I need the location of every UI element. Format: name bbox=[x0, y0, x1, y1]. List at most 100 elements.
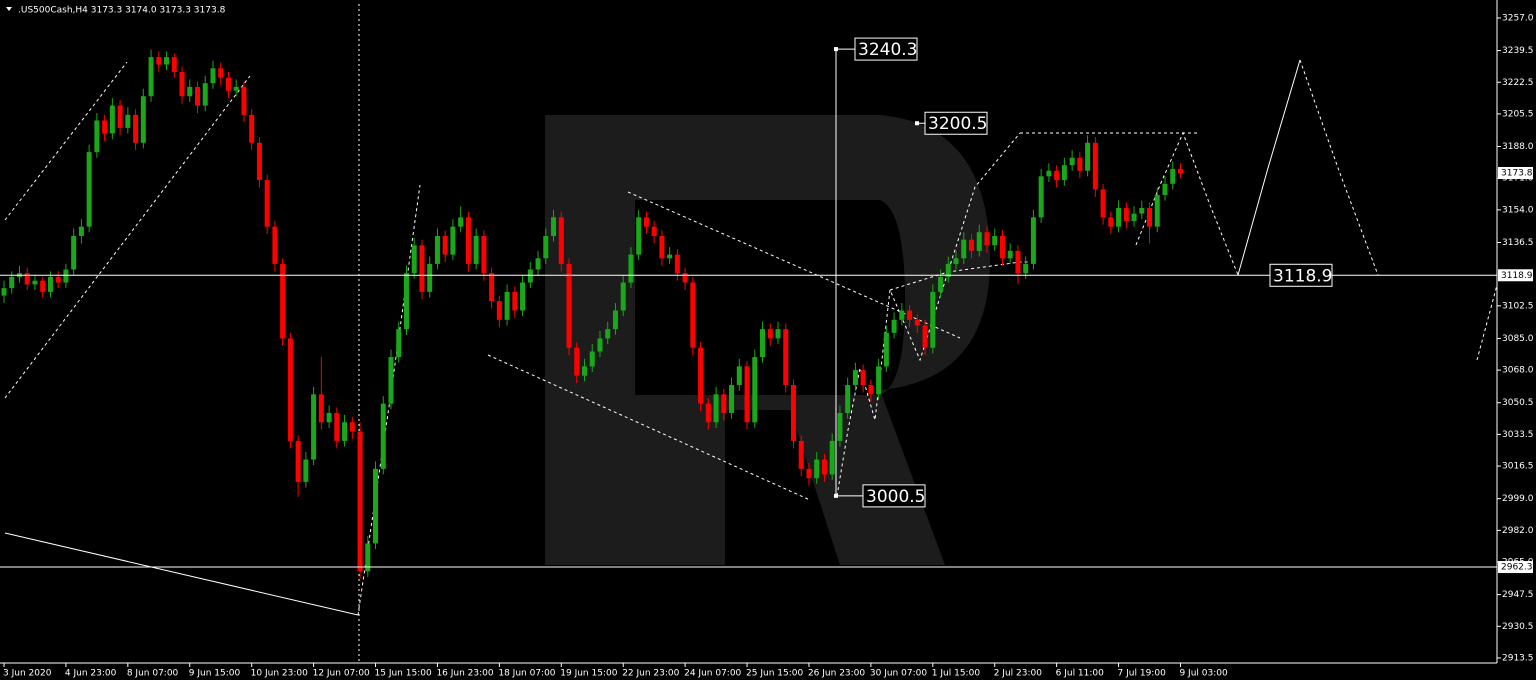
candle-body bbox=[775, 329, 781, 339]
candle-body bbox=[403, 273, 409, 330]
watermark bbox=[545, 115, 990, 565]
x-tick-label: 30 Jun 07:00 bbox=[870, 669, 927, 679]
candle-body bbox=[976, 232, 982, 251]
candle-body bbox=[47, 276, 53, 292]
candle-body bbox=[969, 239, 974, 251]
candle-body bbox=[961, 239, 967, 259]
candle-body bbox=[125, 114, 131, 128]
candle-body bbox=[721, 394, 727, 413]
y-tick-label: 3085.0 bbox=[1502, 334, 1534, 344]
candle-body bbox=[798, 440, 804, 469]
candle-body bbox=[852, 370, 858, 386]
candle-body bbox=[342, 422, 348, 441]
price-label-box bbox=[1498, 166, 1533, 179]
candle-body bbox=[434, 235, 440, 264]
candle-body bbox=[117, 105, 123, 128]
x-tick-label: 2 Jul 23:00 bbox=[994, 669, 1043, 679]
candle-body bbox=[945, 263, 951, 277]
candle-body bbox=[272, 226, 278, 264]
candle-body bbox=[713, 394, 719, 423]
x-tick-label: 4 Jun 23:00 bbox=[65, 669, 117, 679]
candle-body bbox=[543, 235, 549, 259]
candle-body bbox=[520, 282, 526, 311]
candle-body bbox=[752, 357, 758, 423]
candle-body bbox=[287, 338, 293, 441]
candle-body bbox=[388, 357, 394, 404]
candle-body bbox=[837, 412, 843, 441]
y-tick-label: 3068.0 bbox=[1502, 366, 1534, 376]
candle-body bbox=[303, 459, 309, 482]
x-tick-label: 16 Jun 23:00 bbox=[436, 669, 493, 679]
candle-body bbox=[999, 235, 1005, 259]
candle-body bbox=[326, 412, 332, 423]
candle-body bbox=[891, 319, 897, 333]
candle-body bbox=[922, 325, 928, 348]
annotation-label: 3000.5 bbox=[866, 487, 925, 507]
candle-body bbox=[1100, 189, 1106, 218]
candle-body bbox=[334, 412, 340, 441]
candle-body bbox=[450, 226, 456, 255]
annotation-label: 3240.3 bbox=[858, 40, 917, 60]
candle-body bbox=[256, 142, 262, 181]
candle-body bbox=[1069, 157, 1075, 166]
y-tick-label: 3102.5 bbox=[1502, 301, 1534, 311]
candle-body bbox=[373, 468, 379, 544]
x-tick-label: 9 Jun 15:00 bbox=[189, 669, 241, 679]
candle-body bbox=[551, 217, 557, 236]
annotation-box bbox=[862, 484, 926, 508]
candle-body bbox=[427, 263, 433, 292]
candle-body bbox=[1092, 142, 1098, 190]
level-box-label: 3118.9 bbox=[1273, 266, 1332, 286]
y-tick-label: 3050.5 bbox=[1502, 398, 1534, 408]
candle-body bbox=[264, 180, 270, 227]
level-box bbox=[1269, 263, 1333, 287]
candle-body bbox=[380, 403, 386, 469]
candle-body bbox=[876, 366, 882, 395]
candle-body bbox=[1170, 168, 1176, 184]
candle-body bbox=[814, 459, 820, 479]
y-tick-label: 2947.5 bbox=[1502, 590, 1534, 600]
candle-body bbox=[473, 235, 479, 264]
candle-body bbox=[78, 226, 84, 236]
level-label-box bbox=[1498, 269, 1533, 282]
y-tick-label: 3239.5 bbox=[1502, 46, 1534, 56]
candle-body bbox=[1147, 208, 1153, 227]
price-label: 3173.8 bbox=[1501, 168, 1533, 178]
candle-body bbox=[187, 86, 193, 97]
candle-body bbox=[1139, 208, 1145, 214]
chart-header: .US500Cash,H4 3173.3 3174.0 3173.3 3173.… bbox=[18, 6, 226, 16]
candle-body bbox=[465, 217, 471, 264]
y-tick-label: 3205.5 bbox=[1502, 109, 1534, 119]
candle-body bbox=[914, 319, 920, 326]
candle-body bbox=[760, 329, 766, 358]
y-tick-label: 3033.5 bbox=[1502, 430, 1534, 440]
candle-body bbox=[40, 280, 46, 292]
menu-arrow[interactable] bbox=[6, 7, 12, 11]
candle-body bbox=[783, 329, 789, 386]
candle-body bbox=[442, 235, 448, 255]
candle-body bbox=[148, 57, 154, 97]
candle-body bbox=[311, 394, 317, 460]
candle-body bbox=[574, 347, 580, 376]
candle-body bbox=[233, 86, 239, 91]
candle-body bbox=[659, 235, 665, 259]
candle-body bbox=[1123, 208, 1129, 222]
x-tick-label: 26 Jun 23:00 bbox=[808, 669, 865, 679]
candle-body bbox=[527, 269, 533, 283]
level-label: 2962.3 bbox=[1501, 563, 1533, 573]
candle-body bbox=[821, 459, 827, 475]
candle-body bbox=[790, 385, 796, 441]
candle-body bbox=[295, 440, 301, 482]
candle-body bbox=[179, 72, 185, 97]
x-tick-label: 8 Jun 07:00 bbox=[127, 669, 179, 679]
x-tick-label: 9 Jul 03:00 bbox=[1179, 669, 1228, 679]
candle-body bbox=[690, 282, 696, 348]
x-tick-label: 19 Jun 15:00 bbox=[560, 669, 617, 679]
candle-body bbox=[938, 276, 944, 292]
candle-body bbox=[984, 232, 990, 246]
y-tick-label: 3016.5 bbox=[1502, 462, 1534, 472]
candle-body bbox=[899, 310, 905, 320]
candle-body bbox=[845, 385, 851, 413]
candle-body bbox=[1085, 142, 1091, 171]
candle-body bbox=[94, 120, 100, 153]
